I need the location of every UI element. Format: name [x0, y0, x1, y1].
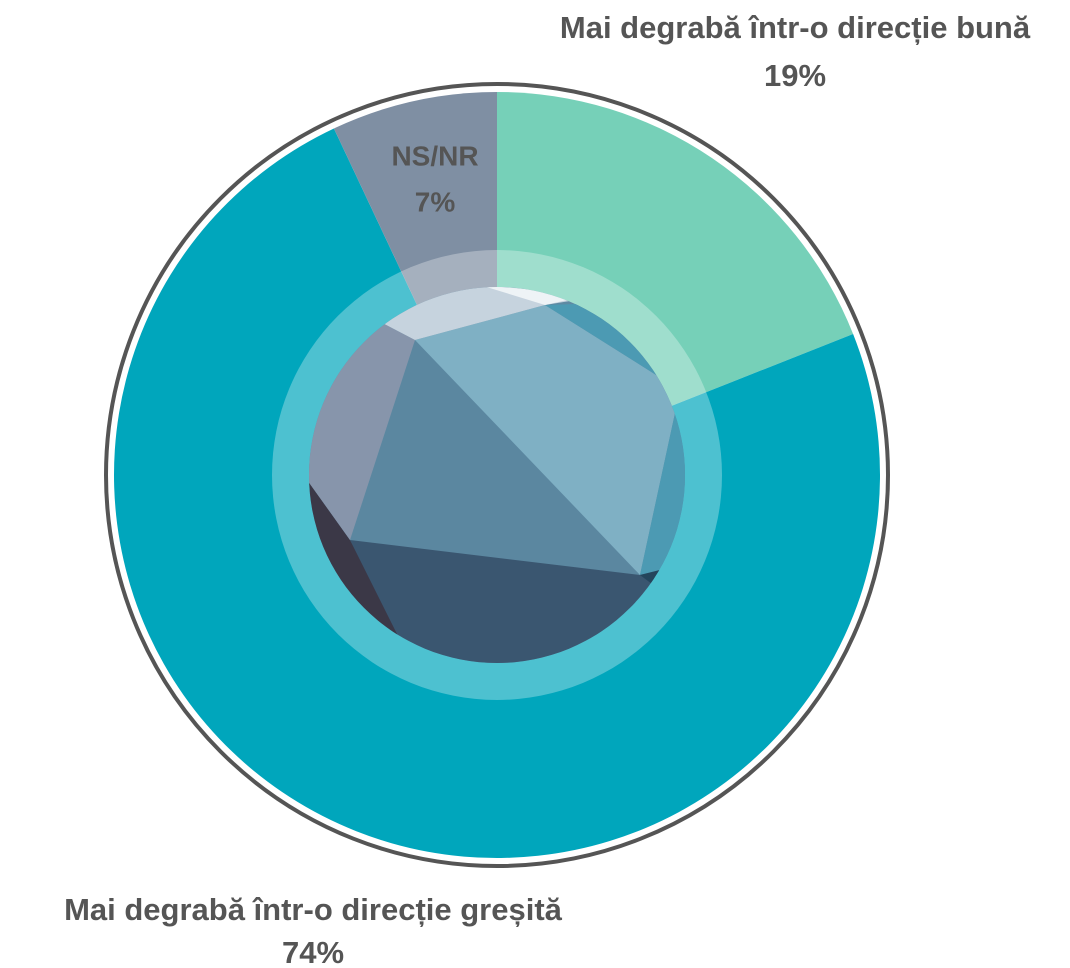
outer-ring	[104, 82, 890, 868]
slice-label: NS/NR	[391, 140, 478, 171]
slice-value-label: 7%	[415, 186, 456, 217]
slice-value-label: 74%	[282, 935, 344, 968]
slice-label: Mai degrabă într-o direcție greșită	[64, 892, 563, 927]
center-decoration	[272, 250, 722, 700]
slice-value-label: 19%	[764, 58, 826, 93]
slice-label: Mai degrabă într-o direcție bună	[560, 10, 1031, 45]
